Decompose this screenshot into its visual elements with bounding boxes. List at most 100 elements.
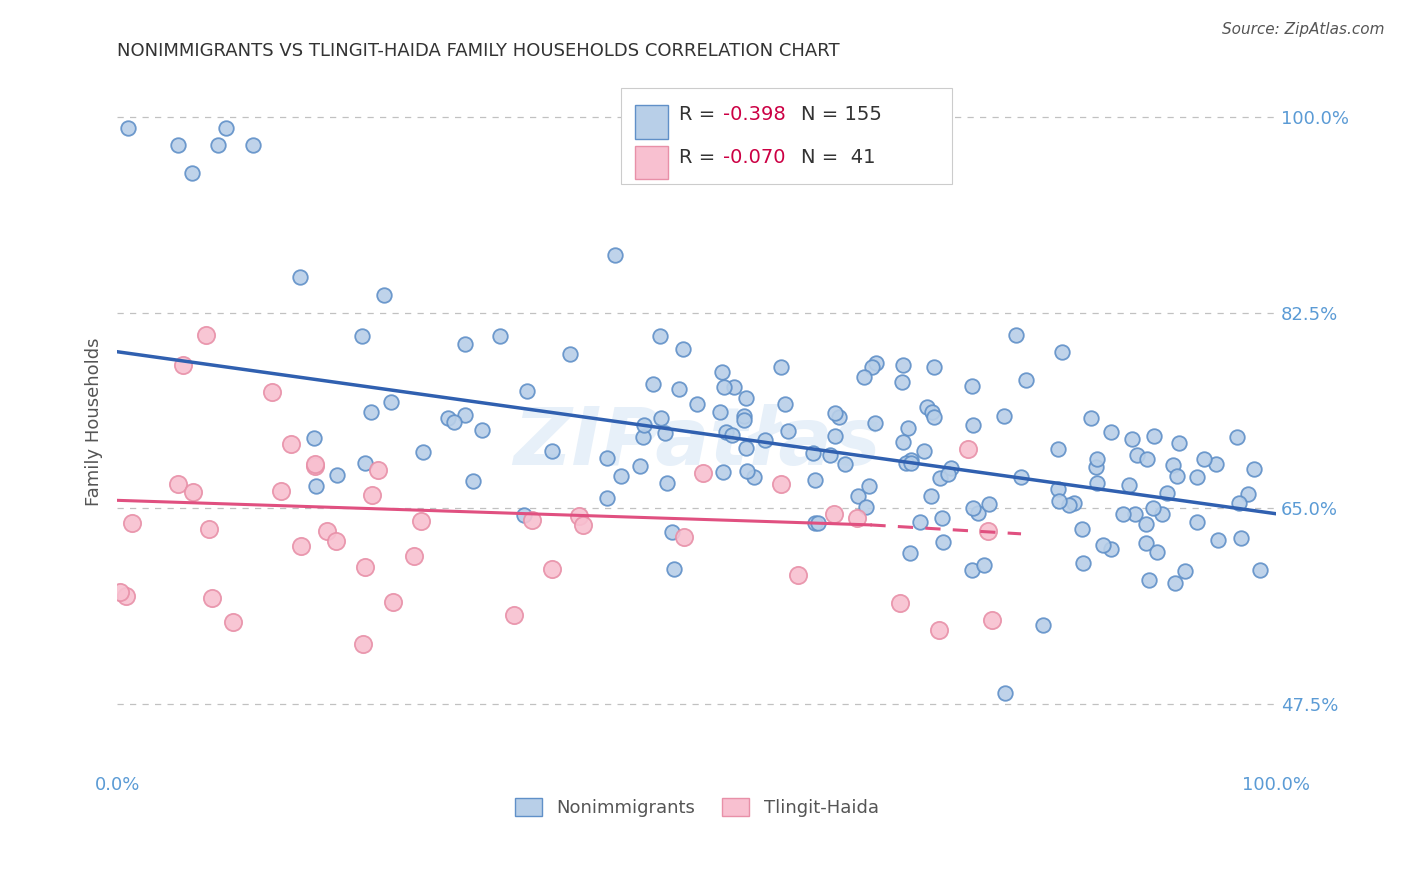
Point xyxy=(270,483,292,498)
Point xyxy=(1071,556,1094,570)
Point xyxy=(824,428,846,442)
Point xyxy=(352,637,374,651)
Point xyxy=(1230,531,1253,545)
Text: R =: R = xyxy=(679,105,721,124)
Point xyxy=(922,360,945,375)
Point xyxy=(1227,496,1250,510)
Point xyxy=(900,452,922,467)
Point xyxy=(928,624,950,638)
Point xyxy=(571,518,593,533)
Point xyxy=(828,410,851,425)
Point xyxy=(803,445,825,459)
Point xyxy=(443,415,465,429)
Point xyxy=(993,409,1015,423)
Point xyxy=(778,424,800,438)
Point xyxy=(863,417,886,431)
Point xyxy=(928,471,950,485)
Point xyxy=(657,475,679,490)
Point xyxy=(214,121,236,136)
Point xyxy=(1205,457,1227,471)
Point xyxy=(721,428,744,442)
Point xyxy=(922,409,945,424)
Point xyxy=(610,469,633,483)
Point xyxy=(921,404,943,418)
Y-axis label: Family Households: Family Households xyxy=(86,337,103,506)
Point xyxy=(912,444,935,458)
Point xyxy=(541,561,564,575)
Point xyxy=(1047,494,1070,508)
Point xyxy=(804,473,827,487)
Point xyxy=(631,430,654,444)
Point xyxy=(1156,485,1178,500)
Point xyxy=(167,138,190,153)
Point xyxy=(896,456,918,470)
Point xyxy=(316,524,339,538)
Bar xyxy=(636,145,668,179)
Point xyxy=(380,395,402,409)
Point xyxy=(367,463,389,477)
Point xyxy=(166,477,188,491)
Point xyxy=(1174,564,1197,578)
Point xyxy=(1243,462,1265,476)
Point xyxy=(900,456,922,470)
Point xyxy=(742,469,765,483)
Point xyxy=(628,458,651,473)
Point xyxy=(1015,373,1038,387)
Point xyxy=(936,467,959,482)
Point xyxy=(1135,452,1157,467)
Point xyxy=(661,524,683,539)
Point xyxy=(522,513,544,527)
Text: N = 155: N = 155 xyxy=(801,105,882,124)
Point xyxy=(932,534,955,549)
Point xyxy=(858,479,880,493)
Point xyxy=(181,485,204,500)
Point xyxy=(437,410,460,425)
Point xyxy=(1236,487,1258,501)
Point xyxy=(1150,507,1173,521)
Point xyxy=(1142,429,1164,443)
Point xyxy=(941,461,963,475)
Point xyxy=(360,404,382,418)
Point xyxy=(471,423,494,437)
Text: N =  41: N = 41 xyxy=(801,148,876,167)
Point xyxy=(1142,501,1164,516)
Point xyxy=(823,508,845,522)
Point xyxy=(1099,425,1122,440)
Point xyxy=(1164,576,1187,591)
Point xyxy=(1121,433,1143,447)
Point xyxy=(824,406,846,420)
Point xyxy=(181,166,204,180)
Point xyxy=(733,409,755,423)
Point xyxy=(672,342,695,356)
Point xyxy=(352,328,374,343)
Legend: Nonimmigrants, Tlingit-Haida: Nonimmigrants, Tlingit-Haida xyxy=(508,790,886,824)
Point xyxy=(723,379,745,393)
Point xyxy=(920,489,942,503)
Point xyxy=(596,491,619,505)
Point xyxy=(891,435,914,450)
Point xyxy=(1118,478,1140,492)
Point xyxy=(1168,436,1191,450)
Point xyxy=(714,425,737,439)
Point xyxy=(1080,410,1102,425)
Point xyxy=(1137,574,1160,588)
Point xyxy=(280,437,302,451)
Point xyxy=(1052,345,1074,359)
Point xyxy=(194,328,217,343)
Point xyxy=(770,359,793,374)
Point xyxy=(1085,451,1108,466)
Point xyxy=(981,613,1004,627)
Point xyxy=(994,685,1017,699)
Point xyxy=(512,508,534,522)
Text: NONIMMIGRANTS VS TLINGIT-HAIDA FAMILY HOUSEHOLDS CORRELATION CHART: NONIMMIGRANTS VS TLINGIT-HAIDA FAMILY HO… xyxy=(117,42,839,60)
Point xyxy=(1099,541,1122,556)
Point xyxy=(1057,498,1080,512)
Point xyxy=(931,511,953,525)
Point xyxy=(1084,459,1107,474)
Text: -0.398: -0.398 xyxy=(723,105,786,124)
Point xyxy=(1112,507,1135,521)
Text: -0.070: -0.070 xyxy=(723,148,786,167)
Point xyxy=(326,468,349,483)
Point xyxy=(1249,563,1271,577)
Point xyxy=(1005,328,1028,343)
